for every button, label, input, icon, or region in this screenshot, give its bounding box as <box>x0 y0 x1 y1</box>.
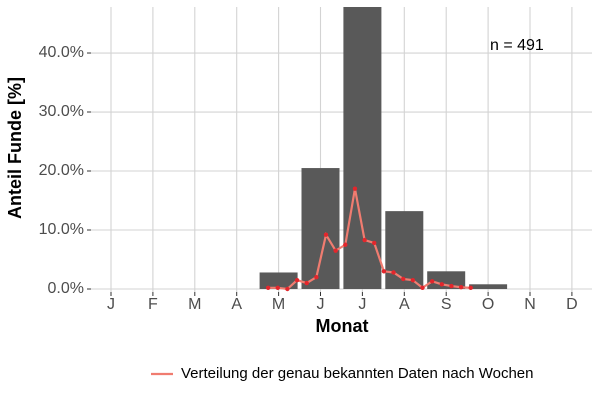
y-tick-label: 10.0% <box>39 221 84 238</box>
line-point <box>391 270 396 275</box>
line-point <box>372 240 377 246</box>
y-tick-label: 20.0% <box>39 162 84 179</box>
bar <box>427 271 466 289</box>
line-point <box>420 285 425 291</box>
y-tick-label: 0.0% <box>48 280 84 297</box>
line-point <box>333 248 338 253</box>
line-point <box>294 277 300 283</box>
x-tick-label: F <box>148 296 158 313</box>
x-tick-label: D <box>566 296 578 313</box>
x-axis-label: Monat <box>316 316 369 336</box>
line-point <box>304 280 309 286</box>
line-point <box>285 286 290 292</box>
line-point <box>439 282 444 287</box>
line <box>268 188 471 291</box>
annotation: n = 491 <box>490 37 544 54</box>
line-point <box>352 186 358 191</box>
line-point <box>314 275 319 280</box>
line-point <box>323 232 329 237</box>
y-tick-label: 40.0% <box>39 44 84 61</box>
line-layer <box>265 186 473 292</box>
bar <box>301 168 340 289</box>
line-point <box>458 285 464 290</box>
bar <box>385 211 424 289</box>
bar-layer <box>259 7 508 289</box>
x-tick-label: M <box>272 296 285 313</box>
line-point <box>265 285 271 291</box>
legend-label: Verteilung der genau bekannten Daten nac… <box>181 365 534 382</box>
x-tick-label: M <box>188 296 201 313</box>
x-tick-label: A <box>399 296 410 313</box>
line-point <box>381 269 387 274</box>
line-point <box>362 237 367 243</box>
line-point <box>343 242 348 247</box>
line-point <box>449 283 454 289</box>
y-axis-label: Anteil Funde [%] <box>5 77 25 219</box>
x-tick-label: J <box>107 296 115 313</box>
line-point <box>468 285 473 291</box>
line-point <box>400 276 406 282</box>
bar <box>259 272 298 289</box>
line-point <box>275 285 280 291</box>
x-tick-label: J <box>358 296 366 313</box>
x-tick-label: J <box>317 296 325 313</box>
line-point <box>429 279 435 284</box>
x-tick-label: N <box>524 296 536 313</box>
x-tick-label: O <box>482 296 494 313</box>
line-point <box>410 277 416 283</box>
x-tick-label: A <box>231 296 242 313</box>
bar <box>469 284 508 289</box>
y-tick-label: 30.0% <box>39 103 84 120</box>
x-tick-label: S <box>441 296 452 313</box>
